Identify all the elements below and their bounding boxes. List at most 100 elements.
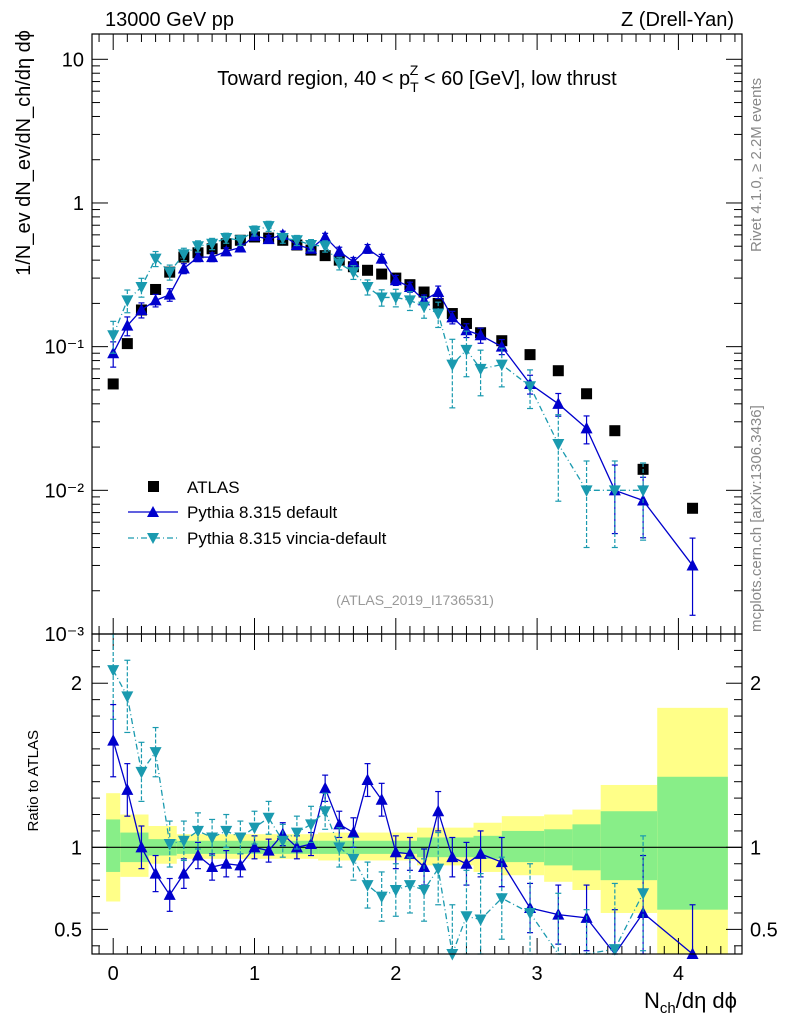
- legend-label-atlas: ATLAS: [187, 478, 240, 497]
- vincia-point: [305, 239, 318, 252]
- vincia-point: [432, 308, 445, 321]
- atlas-point: [121, 338, 133, 350]
- default-line: [112, 234, 694, 566]
- vincia-point: [191, 241, 204, 253]
- ratio-band-green: [501, 830, 545, 863]
- vincia-point: [608, 485, 621, 497]
- ratio-default-point: [375, 793, 388, 805]
- default-point: [361, 242, 374, 254]
- vincia-point: [234, 235, 247, 247]
- rivet-label: Rivet 4.1.0, ≥ 2.2M events: [748, 78, 765, 252]
- ratio-xlabel-rest: /dη dϕ: [676, 988, 737, 1013]
- atlas-point: [552, 365, 564, 377]
- default-point: [686, 558, 699, 571]
- legend: ATLAS Pythia 8.315 default Pythia 8.315 …: [128, 478, 387, 548]
- main-ytick-label: 10: [62, 49, 84, 71]
- ratio-xtick-label: 3: [532, 963, 543, 985]
- atlas-point: [107, 378, 119, 390]
- ratio-xtick-label: 0: [108, 963, 119, 985]
- ratio-default-point: [248, 840, 261, 853]
- default-point: [474, 328, 487, 341]
- ratio-default-point: [474, 847, 487, 859]
- ratio-vincia-point: [389, 885, 402, 897]
- ratio-ytick-label: 1: [71, 837, 82, 859]
- ratio-band-green: [657, 776, 728, 910]
- ratio-default-point: [262, 844, 275, 856]
- vincia-point: [495, 359, 508, 372]
- atlas-point: [150, 283, 162, 295]
- default-point: [432, 285, 445, 298]
- ratio-default-point: [135, 840, 148, 853]
- legend-label-vincia: Pythia 8.315 vincia-default: [187, 529, 387, 548]
- ratio-default-point: [319, 781, 332, 794]
- legend-marker-default: [147, 506, 159, 517]
- analysis-id: (ATLAS_2019_I1736531): [336, 592, 494, 608]
- ratio-xtick-label: 1: [249, 963, 260, 985]
- atlas-point: [524, 349, 536, 361]
- header-left: 13000 GeV pp: [105, 9, 234, 31]
- ratio-default-point: [206, 860, 219, 873]
- ratio-frame: [91, 633, 743, 955]
- vincia-point: [290, 235, 303, 247]
- vincia-point: [580, 485, 593, 497]
- ratio-vincia-point: [290, 827, 303, 840]
- ratio-default-point: [495, 855, 508, 868]
- vincia-point: [446, 359, 459, 372]
- vincia-point: [177, 249, 190, 261]
- vincia-point: [637, 485, 650, 497]
- legend-marker-vincia: [147, 533, 159, 544]
- default-point: [206, 250, 219, 263]
- ratio-default-point: [220, 857, 233, 869]
- ratio-default-point: [305, 837, 318, 850]
- ratio-default-point: [361, 773, 374, 786]
- vincia-point: [107, 330, 120, 342]
- ratio-vincia-point: [149, 747, 162, 759]
- ratio-default-point: [191, 849, 204, 861]
- ratio-vincia-point: [361, 880, 374, 892]
- ratio-default-point: [389, 845, 402, 858]
- main-ytick-label: 10⁻¹: [45, 337, 85, 359]
- main-title-sub: T: [410, 79, 419, 95]
- default-point: [177, 261, 190, 274]
- default-point: [460, 323, 473, 336]
- vincia-point: [552, 439, 565, 451]
- default-point: [333, 244, 346, 257]
- vincia-point: [474, 363, 487, 376]
- ratio-vincia-point: [121, 691, 134, 703]
- ratio-vincia-point: [460, 911, 473, 923]
- ratio-default-point: [347, 826, 360, 838]
- ratio-ytick-label: 0.5: [54, 919, 82, 941]
- ratio-xtick-label: 2: [390, 963, 401, 985]
- vincia-point: [333, 258, 346, 270]
- ratio-vincia-point: [234, 832, 247, 844]
- ratio-vincia-point: [319, 806, 332, 818]
- ratio-vincia-point: [347, 853, 360, 866]
- default-point: [135, 303, 148, 315]
- ratio-vincia-point: [177, 835, 190, 848]
- ratio-vincia-point: [403, 880, 416, 892]
- atlas-point: [362, 264, 374, 276]
- ratio-vincia-point: [135, 766, 148, 779]
- vincia-point: [361, 282, 374, 294]
- ratio-vincia-point: [305, 819, 318, 831]
- main-series-layer: [107, 220, 699, 616]
- vincia-point: [347, 267, 360, 279]
- main-ytick-label: 10⁻³: [45, 624, 85, 646]
- header-right: Z (Drell-Yan): [621, 9, 734, 31]
- ratio-default-point: [149, 867, 162, 879]
- ratio-xlabel: Nch/dη dϕ: [644, 988, 737, 1017]
- ratio-vincia-line: [112, 669, 644, 957]
- ratio-band-green: [600, 811, 658, 881]
- vincia-point: [163, 267, 176, 279]
- ratio-vincia-point: [608, 944, 621, 956]
- ratio-xlabel-sub: ch: [660, 1000, 676, 1017]
- vincia-point: [319, 241, 332, 253]
- ratio-vincia-point: [276, 835, 289, 848]
- ratio-ytick-label-right: 2: [750, 673, 761, 695]
- ratio-vincia-point: [220, 825, 233, 838]
- atlas-point: [376, 268, 388, 280]
- ratio-vincia-point: [375, 891, 388, 904]
- vincia-point: [403, 295, 416, 307]
- default-point: [375, 252, 388, 264]
- ratio-default-point: [686, 947, 699, 959]
